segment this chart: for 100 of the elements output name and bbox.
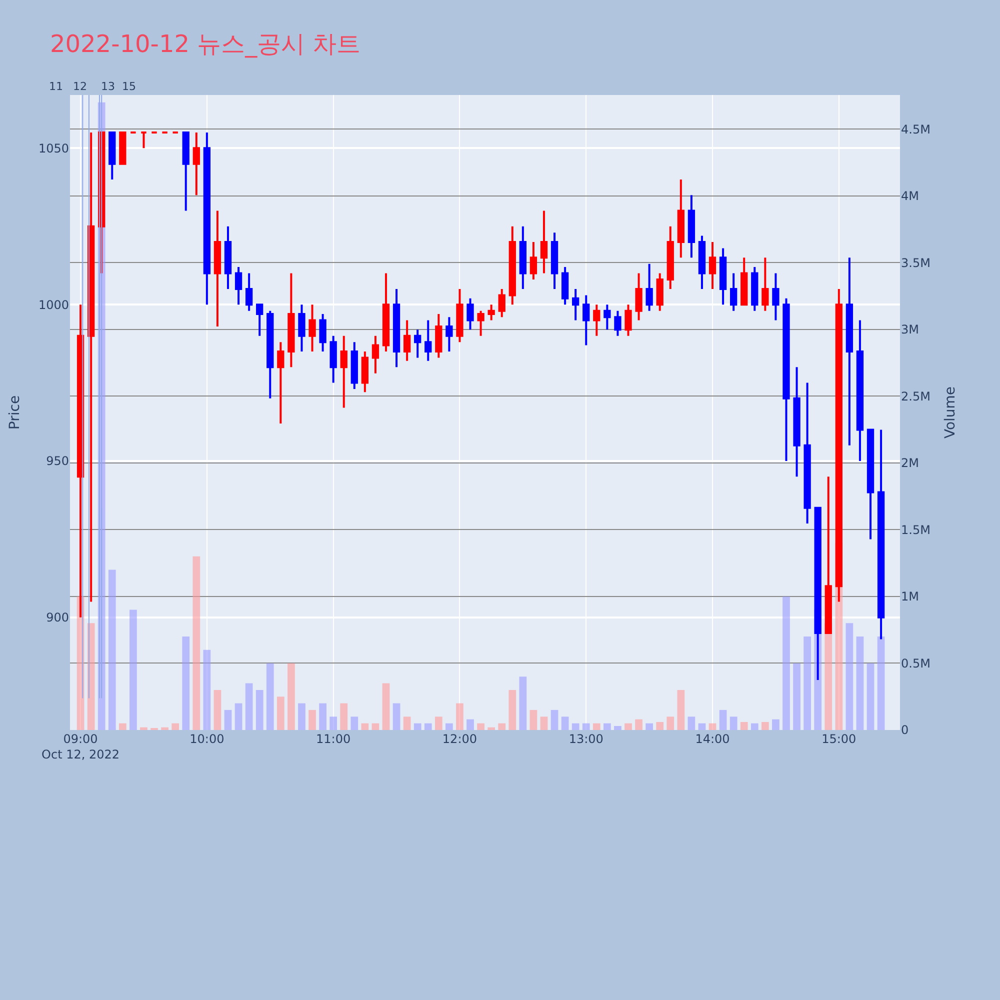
candlestick xyxy=(846,256,854,446)
candlestick xyxy=(772,272,780,322)
bar xyxy=(824,623,832,730)
bar xyxy=(372,723,380,730)
y2-tick-label: 4.5M xyxy=(901,122,930,136)
candlestick xyxy=(435,312,442,359)
bar xyxy=(793,663,800,730)
bar xyxy=(108,570,116,730)
bar xyxy=(224,710,232,730)
y-axis-title: Price xyxy=(7,395,24,430)
bar xyxy=(172,723,180,730)
bar xyxy=(614,726,622,730)
bar xyxy=(761,722,769,730)
bar xyxy=(592,723,600,730)
y2-tick-label: 3M xyxy=(901,322,919,337)
bar xyxy=(782,596,790,730)
bar xyxy=(498,723,506,730)
bar xyxy=(266,663,274,730)
ref-line-label: 13 xyxy=(101,80,115,93)
x-tick-label: 14:00 xyxy=(695,732,730,746)
bar xyxy=(414,723,422,730)
candlestick xyxy=(403,319,411,362)
candlestick xyxy=(540,210,548,274)
candlestick xyxy=(593,304,600,337)
candlestick xyxy=(266,310,274,400)
candlestick xyxy=(488,304,495,322)
x-tick-label: 12:00 xyxy=(442,732,478,746)
bar xyxy=(656,722,664,730)
candlestick xyxy=(350,341,358,390)
candlestick xyxy=(119,132,126,165)
candlestick xyxy=(646,262,653,312)
bar xyxy=(561,716,569,730)
bar xyxy=(245,683,253,730)
candlestick xyxy=(656,272,664,312)
candlestick xyxy=(372,334,380,374)
bar xyxy=(646,723,653,730)
bar xyxy=(192,556,200,730)
bar xyxy=(361,723,369,730)
candlestick xyxy=(382,272,390,352)
bar xyxy=(730,716,738,730)
candlestick xyxy=(550,232,558,290)
y2-tick-label: 0 xyxy=(901,723,909,738)
candlestick xyxy=(793,366,800,478)
x-tick-label: 15:00 xyxy=(822,732,856,746)
bar xyxy=(392,703,400,730)
y2-tick-label: 2.5M xyxy=(901,389,930,404)
candlestick xyxy=(624,304,632,337)
bar xyxy=(319,703,326,730)
y2-tick-label: 4M xyxy=(901,189,919,204)
bar xyxy=(446,723,453,730)
y-tick-label: 900 xyxy=(46,610,69,625)
bar xyxy=(604,723,611,730)
ref-line-label: 12 xyxy=(73,80,87,93)
candlestick xyxy=(256,304,264,337)
y-tick-label: 1050 xyxy=(38,141,69,156)
candlestick xyxy=(498,288,506,318)
bar xyxy=(87,623,95,730)
bar xyxy=(340,703,348,730)
bar xyxy=(203,650,211,730)
candlestick xyxy=(340,334,348,409)
y2-tick-label: 0.5M xyxy=(901,656,930,670)
bar xyxy=(488,727,496,730)
candlestick xyxy=(298,304,306,352)
bar xyxy=(540,716,548,730)
bar xyxy=(677,690,685,730)
bar xyxy=(434,716,442,730)
candlestick xyxy=(530,241,538,281)
bar xyxy=(288,663,295,730)
bar xyxy=(350,716,358,730)
candlestick xyxy=(582,294,590,346)
candlestick xyxy=(508,225,516,306)
candlestick xyxy=(234,266,242,306)
bar xyxy=(624,723,632,730)
bar xyxy=(582,723,590,730)
bar xyxy=(740,722,748,730)
bar xyxy=(130,610,137,730)
candlestick xyxy=(804,382,811,525)
candlestick xyxy=(688,194,696,259)
bar xyxy=(866,663,874,730)
bar xyxy=(298,703,306,730)
candlestick xyxy=(140,132,148,150)
candlestick xyxy=(319,312,326,352)
y-tick-label: 1000 xyxy=(38,298,69,312)
bar xyxy=(424,723,432,730)
candlestick xyxy=(214,210,222,328)
candlestick xyxy=(192,132,200,196)
candlestick xyxy=(87,132,95,603)
candlestick xyxy=(182,132,190,212)
candlestick xyxy=(635,272,642,322)
candlestick xyxy=(477,310,484,337)
candlestick xyxy=(203,132,211,306)
x-tick-label: 09:00 Oct 12, 2022 xyxy=(42,732,120,762)
bar xyxy=(182,636,190,730)
bar xyxy=(382,683,390,730)
y2-axis-title: Volume xyxy=(942,386,959,439)
candlestick xyxy=(614,310,622,337)
bar xyxy=(466,719,474,730)
candlestick xyxy=(561,266,569,306)
bar xyxy=(688,716,696,730)
candlestick xyxy=(456,288,464,344)
